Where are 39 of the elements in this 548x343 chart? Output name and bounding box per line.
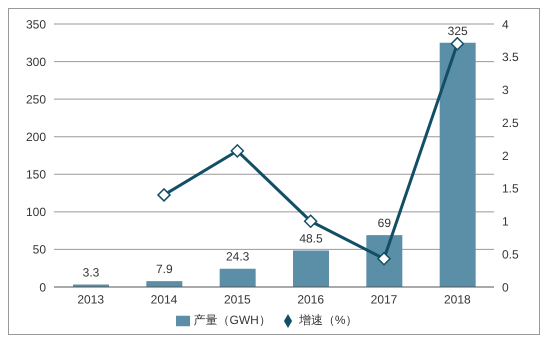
x-tick-label: 2017 [370,292,398,307]
x-tick-label: 2014 [150,292,178,307]
data-label: 69 [378,216,392,230]
y-tick-label: 200 [26,130,46,144]
x-tick-label: 2016 [297,292,324,307]
point [304,214,318,228]
y2-tick-label: 0 [502,280,509,294]
y2-tick-label: 2 [502,148,509,163]
y2-tick-label: 2.5 [502,116,520,130]
y-tick-label: 150 [26,168,46,182]
bar [440,42,476,287]
data-label: 48.5 [299,232,323,246]
y-tick-label: 300 [26,54,46,69]
point [157,188,171,202]
legend-label: 增速（%） [298,313,358,327]
y-tick-label: 250 [26,92,46,106]
x-tick-label: 2015 [224,292,252,307]
y-tick-label: 0 [39,280,46,294]
y-tick-label: 100 [26,205,46,220]
y2-tick-label: 0.5 [502,247,520,262]
bar [293,250,329,287]
bar [220,268,256,287]
y2-tick-label: 3 [502,83,509,98]
data-label: 325 [448,24,468,38]
data-label: 24.3 [226,250,250,264]
bar [146,281,182,287]
data-label: 3.3 [82,266,100,280]
y-tick-label: 50 [32,242,46,257]
y2-tick-label: 3.5 [502,50,520,64]
x-tick-label: 2013 [77,292,104,307]
data-label: 7.9 [156,262,173,276]
legend-label: 产量（GWH） [194,313,271,327]
y2-tick-label: 4 [502,17,509,32]
y2-tick-label: 1 [502,214,509,229]
y2-tick-label: 1.5 [502,182,520,196]
x-tick-label: 2018 [444,292,472,307]
point [450,36,464,50]
y-tick-label: 350 [26,17,46,32]
point [230,144,244,158]
